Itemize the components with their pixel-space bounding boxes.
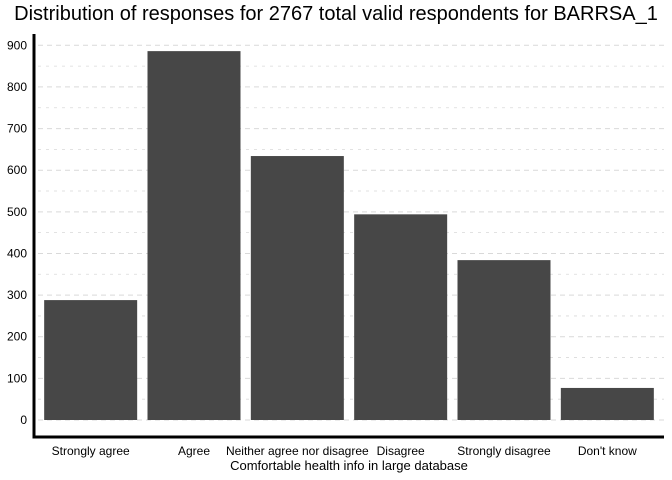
bar-agree (147, 51, 241, 421)
y-tick-label: 100 (7, 371, 27, 385)
y-tick-label: 600 (7, 163, 27, 177)
x-tick-label: Disagree (377, 444, 425, 458)
x-tick-label: Agree (178, 444, 210, 458)
y-tick-labels: 0 100 200 300 400 500 600 700 800 900 (7, 38, 27, 427)
y-tick-label: 400 (7, 246, 27, 260)
x-tick-label: Neither agree nor disagree (226, 444, 369, 458)
bar-neither-agree-nor-disagree (250, 156, 344, 420)
axes (32, 34, 664, 439)
y-tick-label: 500 (7, 205, 27, 219)
x-tick-label: Don't know (578, 444, 637, 458)
bar-don-t-know (560, 387, 654, 420)
bar-strongly-disagree (457, 260, 551, 420)
gridlines (38, 44, 664, 421)
chart-title: Distribution of responses for 2767 total… (14, 3, 658, 25)
bar-strongly-agree (44, 300, 138, 420)
y-tick-label: 900 (7, 38, 27, 52)
bars (44, 51, 654, 421)
x-tick-label: Strongly agree (52, 444, 130, 458)
y-tick-label: 200 (7, 330, 27, 344)
x-axis-title: Comfortable health info in large databas… (230, 458, 468, 473)
y-tick-label: 300 (7, 288, 27, 302)
y-tick-label: 700 (7, 122, 27, 136)
y-tick-label: 0 (20, 413, 27, 427)
x-tick-labels: Strongly agree Agree Neither agree nor dis… (52, 444, 638, 458)
bar-disagree (354, 214, 448, 420)
x-tick-label: Strongly disagree (457, 444, 551, 458)
y-tick-label: 800 (7, 80, 27, 94)
